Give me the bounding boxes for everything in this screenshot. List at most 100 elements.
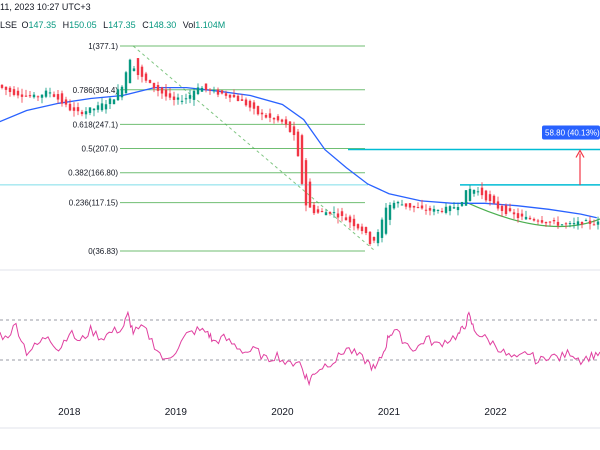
ohlc-high: H150.05: [62, 20, 97, 30]
candle-body: [320, 211, 324, 213]
candle-body: [0, 84, 4, 88]
ohlc-close: C148.30: [142, 20, 177, 30]
candle-body: [328, 211, 332, 214]
candle-body: [232, 94, 236, 98]
candle-body: [384, 207, 388, 234]
candle-body: [584, 220, 588, 222]
candle-body: [160, 87, 164, 94]
fib-level-label: 0.786(304.4): [73, 86, 119, 95]
candle-body: [400, 204, 404, 206]
candle-body: [500, 205, 504, 212]
candle-body: [428, 208, 432, 211]
candle-body: [8, 87, 12, 93]
candle-body: [372, 237, 376, 241]
candle-body: [204, 83, 208, 90]
candle-body: [488, 194, 492, 202]
x-tick-label: 2021: [378, 407, 401, 418]
candle-body: [228, 94, 232, 98]
candle-body: [292, 126, 296, 136]
candle-body: [100, 103, 104, 111]
candle-body: [352, 218, 356, 227]
candle-body: [404, 203, 408, 207]
candle-body: [452, 207, 456, 209]
candle-body: [460, 202, 464, 206]
fib-level-label: 0(36.83): [88, 247, 118, 256]
fib-level-label: 0.5(207.0): [82, 144, 119, 153]
candle-body: [556, 221, 560, 226]
candle-body: [124, 72, 128, 94]
candle-body: [308, 181, 312, 208]
candle-body: [468, 188, 472, 201]
candle-body: [248, 100, 252, 108]
candle-body: [168, 93, 172, 98]
candle-body: [332, 212, 336, 214]
candle-body: [420, 205, 424, 209]
candle-body: [92, 108, 96, 111]
ohlc-open: O147.35: [21, 20, 57, 30]
ohlc-prefix: LSE: [0, 20, 18, 30]
candle-body: [32, 94, 36, 98]
candle-body: [560, 224, 564, 226]
candle-body: [184, 98, 188, 100]
candle-body: [444, 206, 448, 213]
candle-body: [84, 111, 88, 115]
candle-body: [196, 87, 200, 95]
candle-body: [340, 211, 344, 216]
candle-body: [88, 107, 92, 113]
candle-body: [220, 90, 224, 94]
candle-body: [108, 98, 112, 105]
candle-body: [484, 190, 488, 201]
candle-body: [316, 209, 320, 213]
candle-body: [324, 212, 328, 216]
candle-body: [96, 105, 100, 110]
candle-body: [288, 121, 292, 132]
candle-body: [68, 103, 72, 111]
fib-trendline: [132, 45, 376, 252]
candle-body: [276, 116, 280, 121]
candle-body: [48, 92, 52, 94]
candle-body: [128, 59, 132, 84]
candle-body: [480, 187, 484, 196]
candle-body: [412, 205, 416, 208]
candle-body: [496, 201, 500, 209]
candle-body: [164, 89, 168, 97]
candle-body: [448, 206, 452, 212]
candle-body: [56, 94, 60, 100]
candle-body: [192, 90, 196, 100]
candle-body: [504, 205, 508, 215]
candle-body: [580, 221, 584, 225]
candle-body: [116, 89, 120, 101]
measure-label-box: [542, 125, 600, 140]
candle-body: [24, 95, 28, 97]
candle-body: [284, 119, 288, 125]
candle-body: [436, 209, 440, 211]
candle-body: [516, 213, 520, 219]
candle-body: [28, 95, 32, 97]
candle-body: [520, 213, 524, 217]
ohlc-legend: LSE O147.35 H150.05 L147.35 C148.30 Vol1…: [0, 20, 229, 30]
candle-body: [44, 90, 48, 97]
candle-body: [4, 86, 8, 90]
rounding-bottom-arc: [465, 201, 600, 228]
candle-body: [312, 204, 316, 214]
ohlc-low: L147.35: [103, 20, 136, 30]
candle-body: [300, 135, 304, 184]
candle-body: [212, 90, 216, 92]
candle-body: [508, 208, 512, 212]
candle-body: [476, 191, 480, 193]
candle-body: [216, 89, 220, 95]
candle-body: [20, 94, 24, 97]
fib-level-label: 1(377.1): [88, 42, 118, 51]
fib-level-label: 0.382(166.80): [68, 169, 118, 178]
candle-body: [240, 99, 244, 101]
candle-body: [304, 160, 308, 206]
candle-body: [268, 113, 272, 118]
candle-body: [416, 207, 420, 209]
candle-body: [360, 226, 364, 232]
candle-body: [104, 104, 108, 110]
candle-body: [368, 231, 372, 244]
measure-label: 58.80 (40.13%): [545, 129, 600, 138]
candle-body: [596, 221, 600, 225]
candle-body: [152, 82, 156, 89]
